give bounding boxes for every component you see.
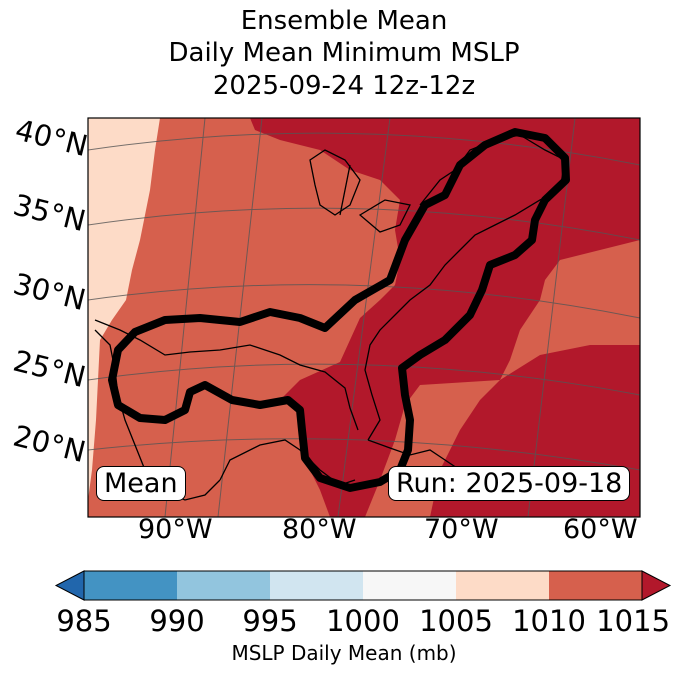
colorbar-under-arrow bbox=[54, 570, 85, 601]
colorbar-bin-1000-1005 bbox=[363, 571, 456, 600]
mean-label-box: Mean bbox=[96, 466, 186, 501]
title-line-1: Ensemble Mean bbox=[240, 6, 448, 36]
title-line-3: 2025-09-24 12z-12z bbox=[212, 71, 476, 101]
colorbar-tick-995: 995 bbox=[242, 604, 298, 638]
colorbar-bin-990-995 bbox=[177, 571, 270, 600]
lon-label-60w: 60°W bbox=[563, 514, 638, 545]
run-date-box: Run: 2025-09-18 bbox=[388, 466, 631, 501]
colorbar-bin-1010-1015 bbox=[549, 571, 642, 600]
colorbar-tick-1000: 1000 bbox=[326, 604, 400, 638]
colorbar-bin-985-990 bbox=[84, 571, 177, 600]
colorbar-tick-1005: 1005 bbox=[419, 604, 493, 638]
colorbar-tick-1010: 1010 bbox=[512, 604, 586, 638]
lon-label-80w: 80°W bbox=[282, 514, 357, 545]
colorbar-tick-990: 990 bbox=[149, 604, 205, 638]
colorbar-tick-985: 985 bbox=[56, 604, 112, 638]
colorbar-over-arrow bbox=[641, 570, 672, 601]
colorbar-bin-1005-1010 bbox=[456, 571, 549, 600]
title-line-2: Daily Mean Minimum MSLP bbox=[168, 38, 520, 68]
colorbar-tick-1015: 1015 bbox=[596, 604, 671, 638]
lon-label-90w: 90°W bbox=[138, 514, 213, 545]
field-above-1010-north bbox=[250, 118, 640, 517]
lon-label-70w: 70°W bbox=[424, 514, 499, 545]
field-1000-1005 bbox=[88, 118, 160, 500]
colorbar-label: MSLP Daily Mean (mb) bbox=[231, 641, 457, 665]
mslp-contour bbox=[108, 128, 570, 492]
colorbar-bin-995-1000 bbox=[270, 571, 363, 600]
